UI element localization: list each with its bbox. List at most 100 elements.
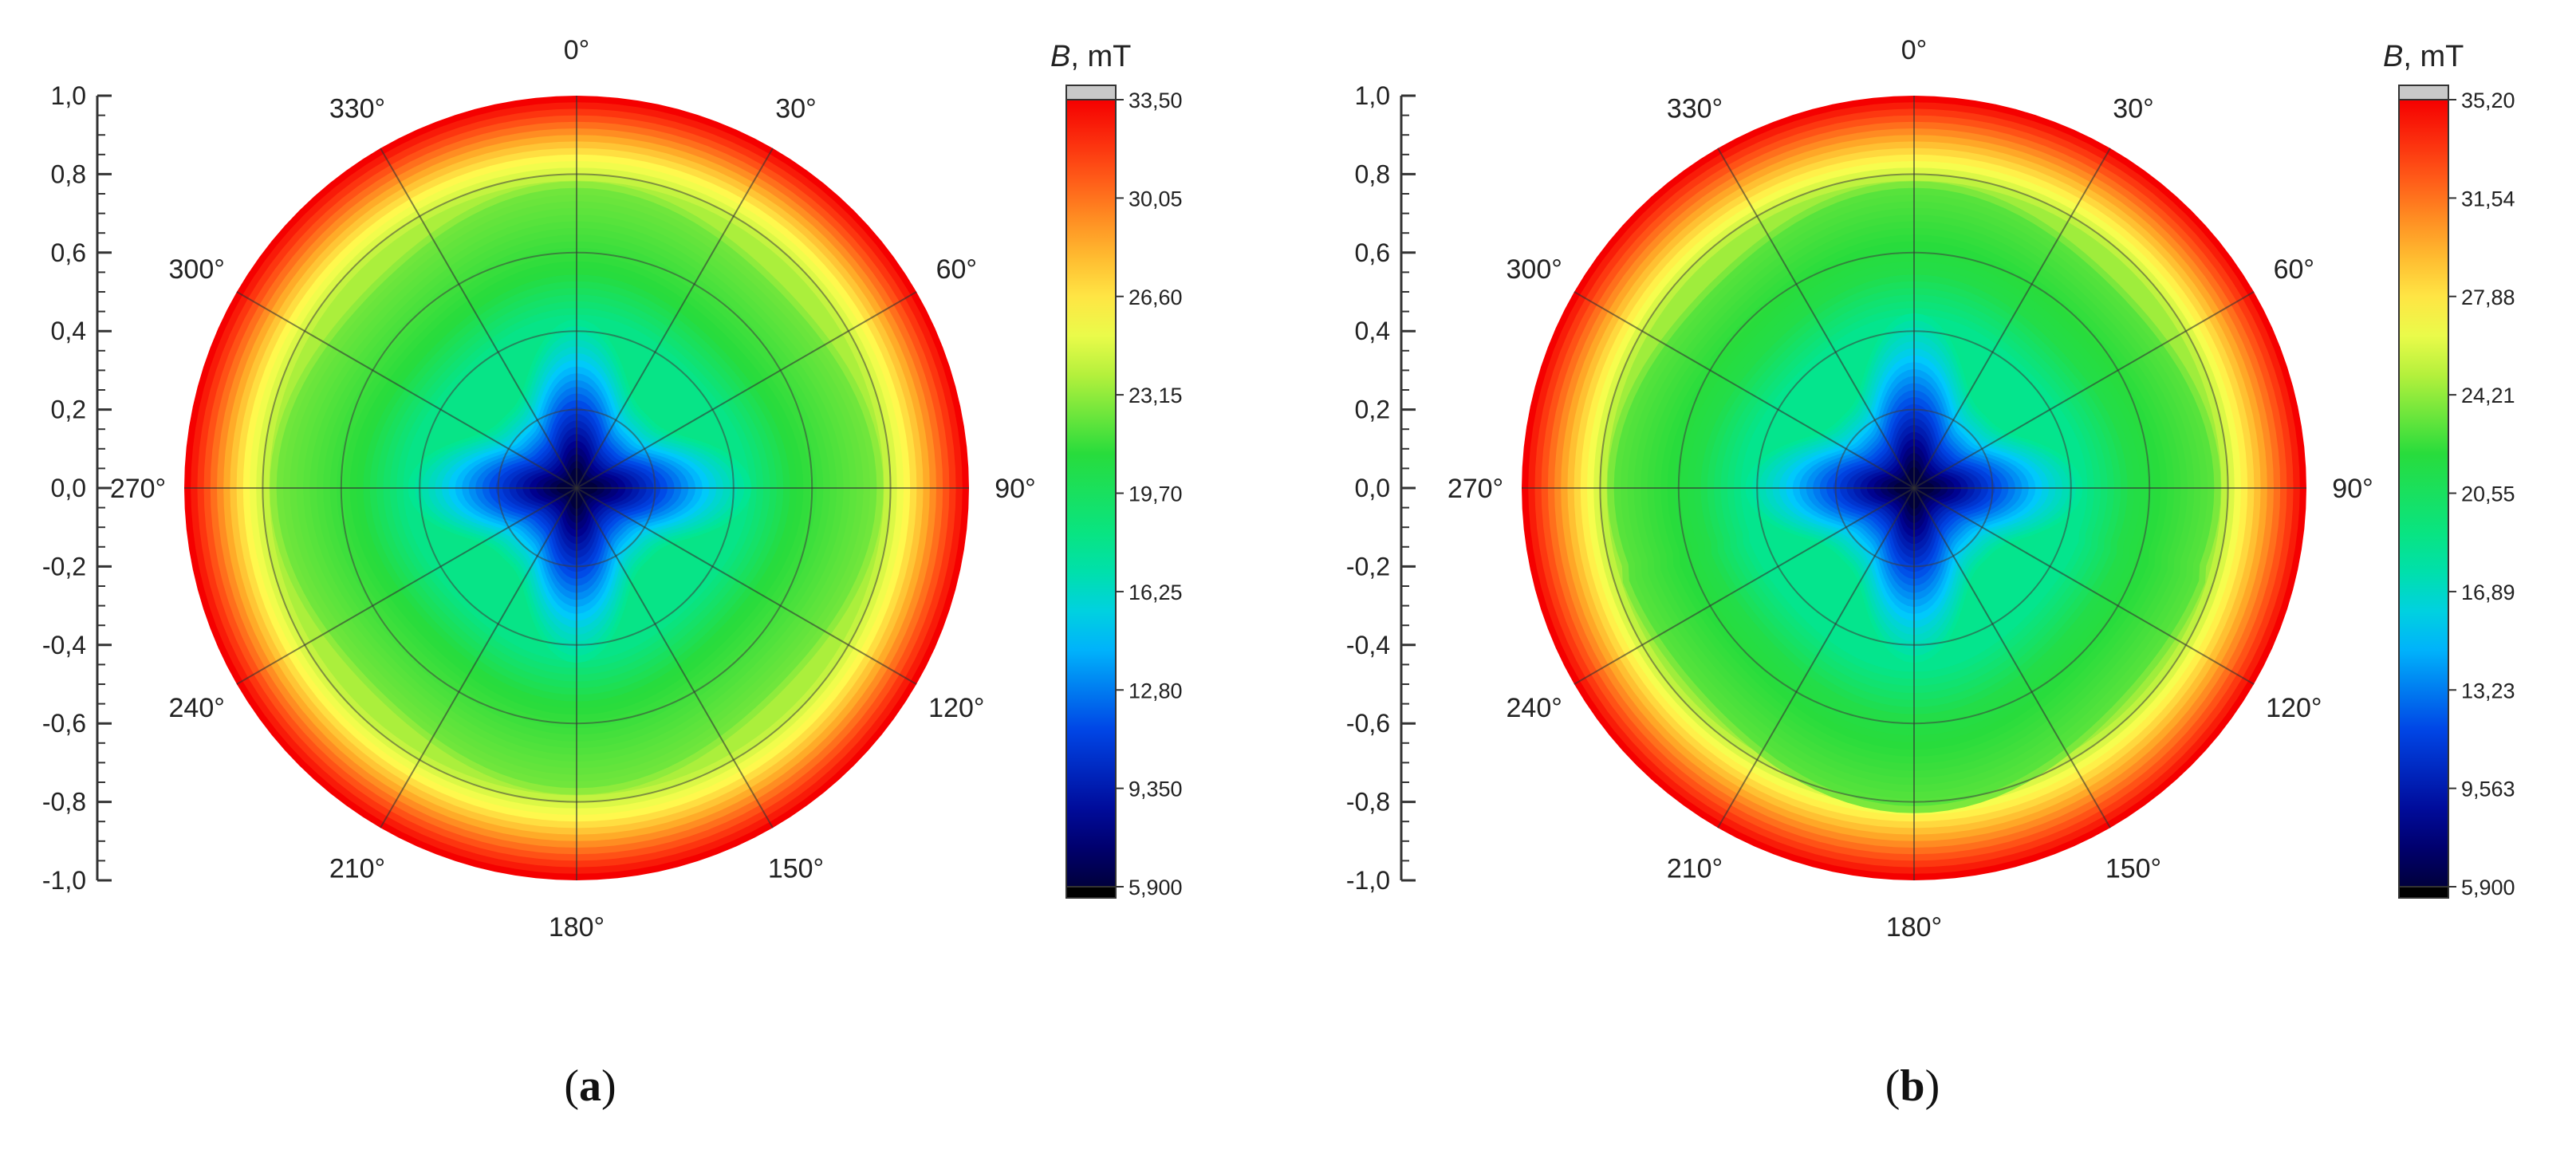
y-tick-label: 0,4 (1355, 317, 1390, 345)
grid-spoke (1913, 487, 2111, 829)
colorbar-tick-label: 26,60 (1128, 285, 1183, 309)
y-tick-label: 0,0 (1355, 474, 1390, 502)
colorbar-tick-label: 20,55 (2461, 482, 2515, 506)
grid-spoke (1913, 487, 2255, 685)
angle-label: 180° (1886, 912, 1942, 943)
colorbar-tick-label: 24,21 (2461, 384, 2515, 407)
angle-label: 240° (169, 693, 225, 723)
angle-label: 30° (2113, 94, 2153, 124)
y-tick-label: -0,2 (1346, 552, 1390, 581)
grid-spoke (576, 148, 774, 489)
grid-spoke (1717, 148, 1915, 489)
colorbar-tick-label: 27,88 (2461, 285, 2515, 309)
angle-label: 120° (928, 693, 984, 723)
colorbar-title-unit: , mT (1070, 40, 1131, 73)
colorbar-title-var: B (1050, 40, 1070, 73)
panel-a: 1,0 0,8 0,6 0,4 0,2 0,0 -0,2 -0,4 -0,6 -0,8 -1,0 0°… (42, 35, 1183, 1111)
angle-label: 210° (329, 853, 385, 884)
y-tick-label: 0,4 (51, 317, 86, 345)
angle-label: 90° (2332, 474, 2373, 504)
y-tick-label: -0,6 (42, 709, 86, 738)
colorbar-over-swatch (1065, 85, 1117, 100)
colorbar-tick-label: 23,15 (1128, 384, 1183, 407)
panel-label: (b) (1885, 1061, 1940, 1111)
colorbar (1065, 99, 1117, 888)
colorbar-tick-label: 33,50 (1128, 89, 1183, 112)
grid-spoke (1913, 291, 2255, 489)
colorbar-tick-label: 5,900 (1128, 876, 1183, 899)
panel-label-close: ) (601, 1061, 616, 1111)
colorbar (2398, 99, 2449, 888)
colorbar-tick-label: 12,80 (1128, 679, 1183, 703)
grid-spoke (1913, 148, 2111, 489)
colorbar-title-var: B (2383, 40, 2403, 73)
panel-label-letter: a (579, 1061, 601, 1111)
angle-label: 300° (1507, 254, 1562, 285)
colorbar-title-unit: , mT (2403, 40, 2464, 73)
angle-label: 300° (169, 254, 225, 285)
colorbar-tick-label: 5,900 (2461, 876, 2515, 899)
angle-label: 90° (995, 474, 1035, 504)
panel-label-open: ( (564, 1061, 579, 1111)
colorbar-tick-label: 13,23 (2461, 679, 2515, 703)
y-tick-label: -0,2 (42, 552, 86, 581)
grid-spoke (380, 148, 577, 489)
grid-spoke (236, 291, 577, 489)
colorbar-title: B, mT (2383, 40, 2464, 73)
angle-label: 0° (564, 35, 590, 65)
y-tick-label: 0,6 (1355, 238, 1390, 267)
y-tick-label: 1,0 (1355, 81, 1390, 110)
y-tick-label: -0,4 (1346, 631, 1390, 659)
angle-label: 270° (1448, 474, 1503, 504)
angle-label: 120° (2266, 693, 2322, 723)
angle-label: 330° (329, 94, 385, 124)
grid-spoke (576, 487, 917, 685)
colorbar-under-swatch (2398, 886, 2449, 899)
colorbar-tick-label: 9,563 (2461, 777, 2515, 801)
y-tick-label: 0,2 (51, 396, 86, 424)
colorbar-tick-label: 16,89 (2461, 581, 2515, 604)
panel-b: 1,0 0,8 0,6 0,4 0,2 0,0 -0,2 -0,4 -0,6 -0,8 -1,0 0°… (1346, 35, 2515, 1111)
angle-label: 60° (2274, 254, 2314, 285)
y-tick-label: -0,4 (42, 631, 86, 659)
grid-spoke (1717, 487, 1915, 829)
y-tick-label: -1,0 (42, 866, 86, 895)
angle-label: 270° (110, 474, 166, 504)
y-tick-label: 0,6 (51, 238, 86, 267)
panel-label-letter: b (1900, 1061, 1924, 1111)
angle-label: 150° (768, 853, 824, 884)
grid-spoke (1574, 291, 1915, 489)
colorbar-tick-label: 35,20 (2461, 89, 2515, 112)
y-tick-label: -0,8 (42, 788, 86, 817)
colorbar-over-swatch (2398, 85, 2449, 100)
angle-label: 210° (1667, 853, 1723, 884)
colorbar-tick-label: 16,25 (1128, 581, 1183, 604)
colorbar-under-swatch (1065, 886, 1117, 899)
colorbar-tick-label: 9,350 (1128, 777, 1183, 801)
colorbar-tick-label: 31,54 (2461, 187, 2515, 211)
y-tick-label: 0,8 (51, 159, 86, 188)
colorbar-title: B, mT (1050, 40, 1131, 73)
colorbar-tick-label: 30,05 (1128, 187, 1183, 211)
y-tick-label: 0,8 (1355, 159, 1390, 188)
colorbar-tick-label: 19,70 (1128, 482, 1183, 506)
grid-spoke (380, 487, 577, 829)
y-tick-label: 1,0 (51, 81, 86, 110)
angle-label: 0° (1901, 35, 1928, 65)
y-tick-label: 0,2 (1355, 396, 1390, 424)
panel-label: (a) (564, 1061, 616, 1111)
grid-spoke (236, 487, 577, 685)
grid-spoke (1574, 487, 1915, 685)
grid-spoke (576, 487, 774, 829)
y-tick-label: -1,0 (1346, 866, 1390, 895)
angle-label: 150° (2105, 853, 2161, 884)
y-tick-label: -0,8 (1346, 788, 1390, 817)
angle-label: 180° (549, 912, 605, 943)
angle-label: 240° (1507, 693, 1562, 723)
y-tick-label: 0,0 (51, 474, 86, 502)
grid-spoke (576, 291, 917, 489)
angle-label: 30° (775, 94, 816, 124)
panel-label-close: ) (1925, 1061, 1940, 1111)
y-tick-label: -0,6 (1346, 709, 1390, 738)
